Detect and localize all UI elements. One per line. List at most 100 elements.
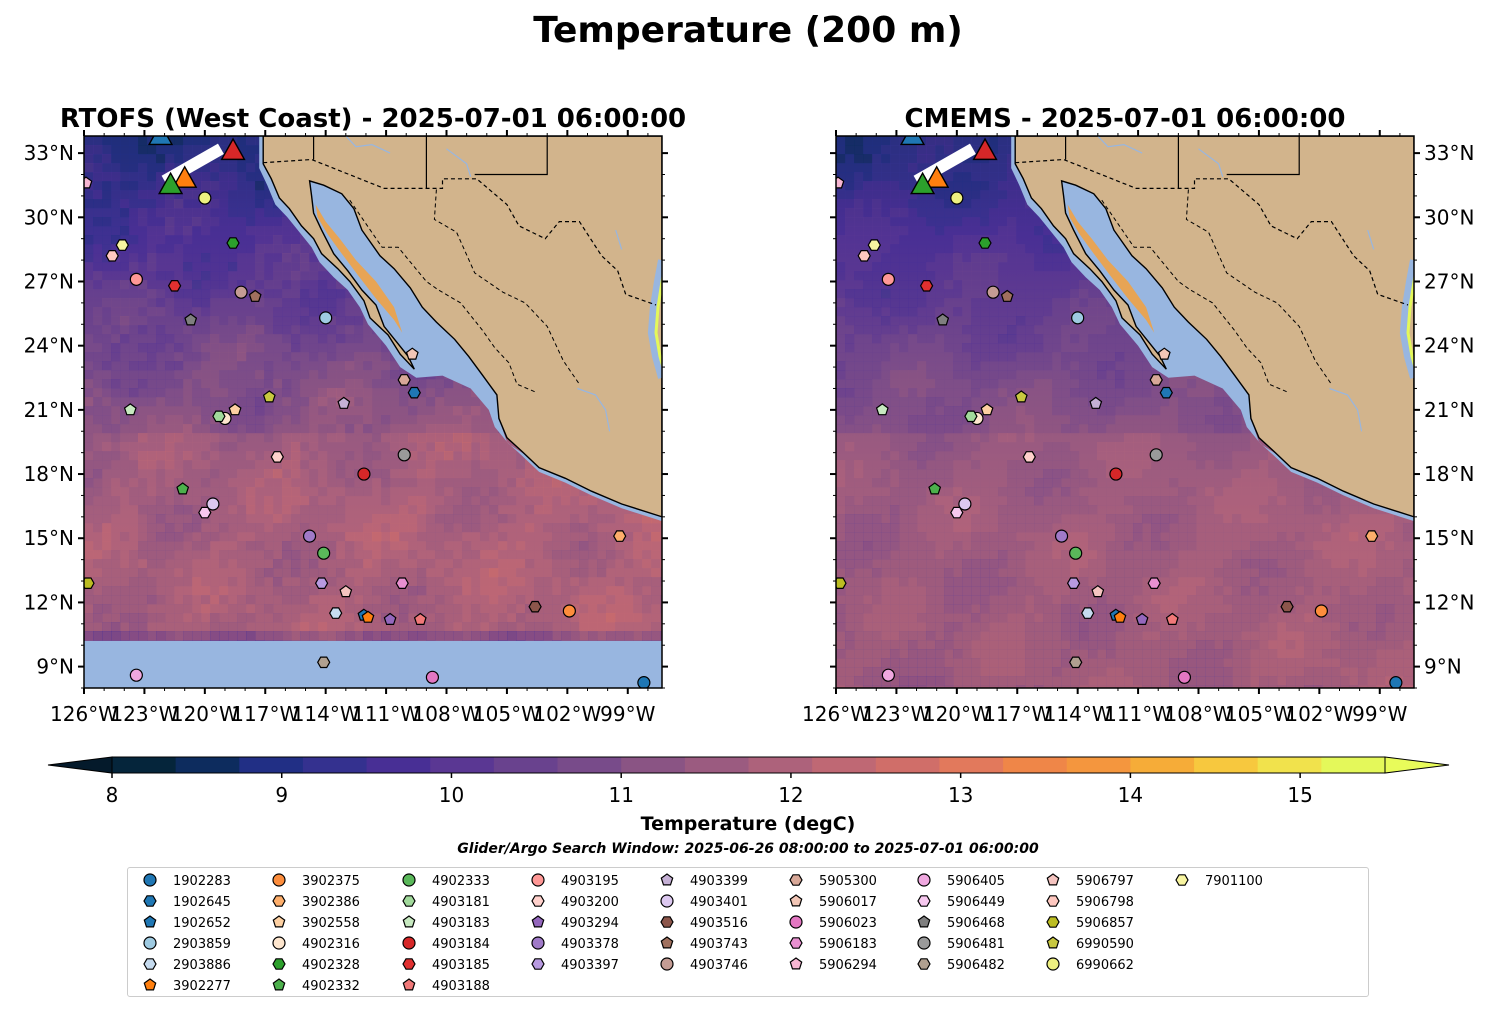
legend-marker-4903195 [531,873,545,887]
x-tick-label: 126°W [802,702,870,726]
legend-label: 5906294 [819,958,877,973]
float-7901100 [115,239,129,251]
y-tick-label: 33°N [1424,141,1474,165]
legend-label: 4903185 [432,958,490,973]
float-5906017 [405,347,419,360]
float-5906798 [105,250,119,262]
legend-marker-4902332 [272,978,286,991]
legend-label: 5906449 [947,895,1005,910]
river-3 [446,148,472,177]
legend-marker-4903184 [402,936,416,950]
legend-marker-4903746 [660,957,674,971]
legend-marker-4903378 [531,936,545,950]
float-5906482 [317,656,331,669]
float-1902283 [637,676,651,688]
float-4902333 [1069,546,1083,560]
float-3902277 [361,610,375,623]
float-7901100 [867,239,881,251]
y-tick-label: 27°N [24,269,74,293]
float-5906183 [395,577,409,590]
colorbar-tick-label: 8 [106,783,119,807]
legend-marker-4903200 [531,895,545,907]
float-3902375 [1314,604,1328,618]
gulf-of-mexico-shelf [647,259,662,379]
legend-marker-4902328 [272,958,286,970]
land-mexico [1014,136,1414,518]
colorbar-segment [557,757,622,773]
legend-marker-5906294 [789,957,803,970]
legend-label: 4903184 [432,937,490,952]
x-tick-label: 105°W [473,702,541,726]
legend-label: 5906468 [947,916,1005,931]
colorbar-segment [1003,757,1068,773]
colorbar-tick-label: 15 [1287,783,1312,807]
y-tick-label: 9°N [1424,655,1462,679]
legend-marker-5906183 [789,937,803,949]
float-6990590 [1014,390,1028,403]
float-5906481 [1149,448,1163,462]
legend-marker-5906481 [917,936,931,950]
no-data-band [84,640,662,688]
river-1 [577,387,611,432]
legend-label: 5906857 [1076,916,1134,931]
legend-marker-3902386 [272,895,286,907]
x-tick-label: 126°W [50,702,118,726]
legend-marker-5906797 [1046,873,1060,886]
legend-label: 7901100 [1205,874,1263,889]
float-5906405 [129,668,143,682]
colorbar-frame [111,756,1386,774]
river-3 [1198,148,1224,177]
float-3902386 [1365,530,1379,542]
x-tick-label: 102°W [533,702,601,726]
colorbar-segment [112,757,177,773]
x-tick-label: 120°W [923,702,991,726]
legend-marker-5906023 [789,915,803,929]
x-tick-label: 108°W [1165,702,1233,726]
legend-marker-4903294 [531,915,545,928]
float-4903183 [123,403,137,416]
legend-label: 4903743 [690,937,748,952]
float-5906023 [1177,670,1192,684]
legend-label: 4903181 [432,895,490,910]
float-5905300 [1149,374,1163,386]
colorbar-segment [430,757,495,773]
float-5906797 [339,584,353,598]
float-1902645 [1159,386,1173,399]
float-5906294 [836,176,845,189]
legend-label: 4903294 [561,916,619,931]
y-tick-label: 30°N [24,205,74,229]
legend-marker-2903859 [143,936,157,950]
legend-label: 4903516 [690,916,748,931]
float-5906449 [198,506,212,519]
map-frame [835,135,1415,689]
float-5906481 [397,448,411,462]
x-tick-label: 99°W [600,702,655,726]
float-4903746 [986,285,1000,299]
colorbar-segment [239,757,304,773]
legend-label: 6990662 [1076,958,1134,973]
legend-marker-4903183 [402,915,416,928]
legend-label: 4903746 [690,958,748,973]
float-5905300 [397,374,411,386]
colorbar-extend-high [1384,756,1450,774]
legend-marker-5906468 [917,915,931,928]
colorbar-segment [366,757,431,773]
y-tick-label: 9°N [36,655,74,679]
colorbar-segment [939,757,1004,773]
float-2903859 [319,311,333,325]
float-4903181 [212,410,226,423]
colorbar-segment [875,757,940,773]
legend-label: 4903399 [690,874,748,889]
search-window-subtitle: Glider/Argo Search Window: 2025-06-26 08… [457,841,1039,857]
float-4903195 [881,272,895,286]
continental-shelf [1011,136,1414,522]
map-panel-rtofs: RTOFS (West Coast) - 2025-07-01 06:00:00… [24,104,687,726]
legend-label: 6990590 [1076,937,1134,952]
legend-marker-7901100 [1175,874,1189,886]
legend-label: 4903200 [561,895,619,910]
glider-sp040-20250611T1659 [158,171,184,195]
glider-track [913,143,976,187]
float-4903195 [129,272,143,286]
y-tick-label: 12°N [1424,590,1474,614]
float-4902328 [226,237,240,249]
